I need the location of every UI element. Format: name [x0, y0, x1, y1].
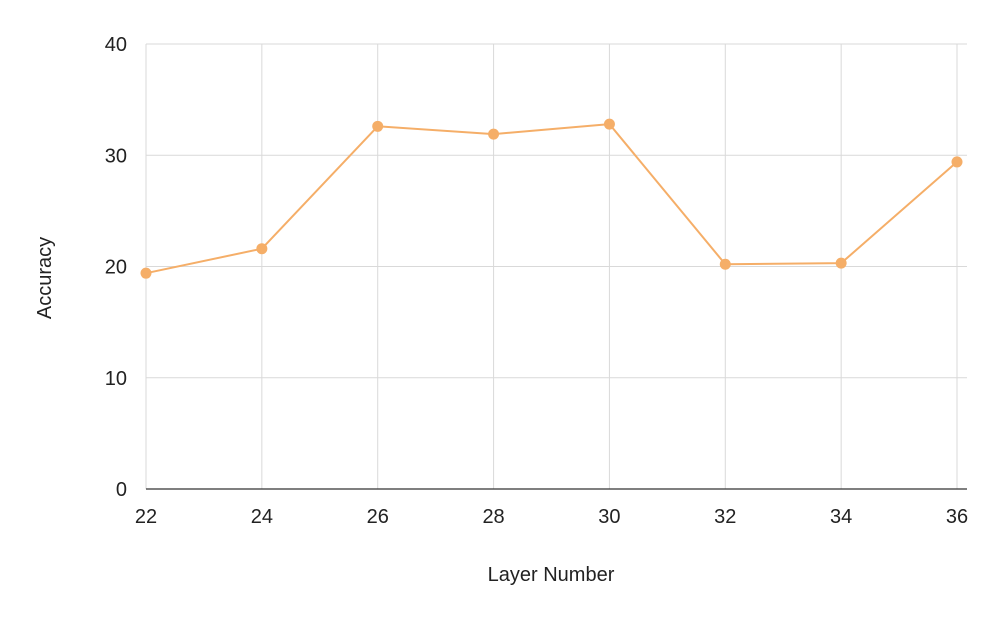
data-point — [603, 118, 615, 130]
y-tick-label: 20 — [105, 257, 127, 279]
x-tick-label: 28 — [482, 506, 504, 528]
data-point — [256, 243, 268, 255]
y-tick-label: 30 — [105, 145, 127, 167]
data-point — [140, 267, 152, 279]
y-tick-label: 0 — [116, 479, 127, 501]
x-tick-label: 24 — [251, 506, 273, 528]
x-axis-title: Layer Number — [488, 564, 615, 586]
data-point — [835, 257, 847, 269]
x-tick-label: 32 — [714, 506, 736, 528]
x-tick-label: 26 — [367, 506, 389, 528]
series-line — [145, 123, 958, 275]
series — [140, 118, 963, 279]
y-tick-label: 40 — [105, 34, 127, 56]
grid-lines — [145, 43, 967, 489]
data-point — [951, 156, 963, 168]
y-tick-label: 10 — [105, 368, 127, 390]
y-axis-title: Accuracy — [34, 237, 56, 319]
x-tick-label: 30 — [598, 506, 620, 528]
x-tick-label: 36 — [946, 506, 968, 528]
x-tick-label: 22 — [135, 506, 157, 528]
y-tick-labels: 0 10 20 30 40 — [105, 34, 127, 501]
x-tick-label: 34 — [830, 506, 852, 528]
data-point — [372, 120, 384, 132]
data-point — [719, 258, 731, 270]
x-tick-labels: 22 24 26 28 30 32 34 36 — [135, 506, 968, 528]
data-point — [488, 128, 500, 140]
